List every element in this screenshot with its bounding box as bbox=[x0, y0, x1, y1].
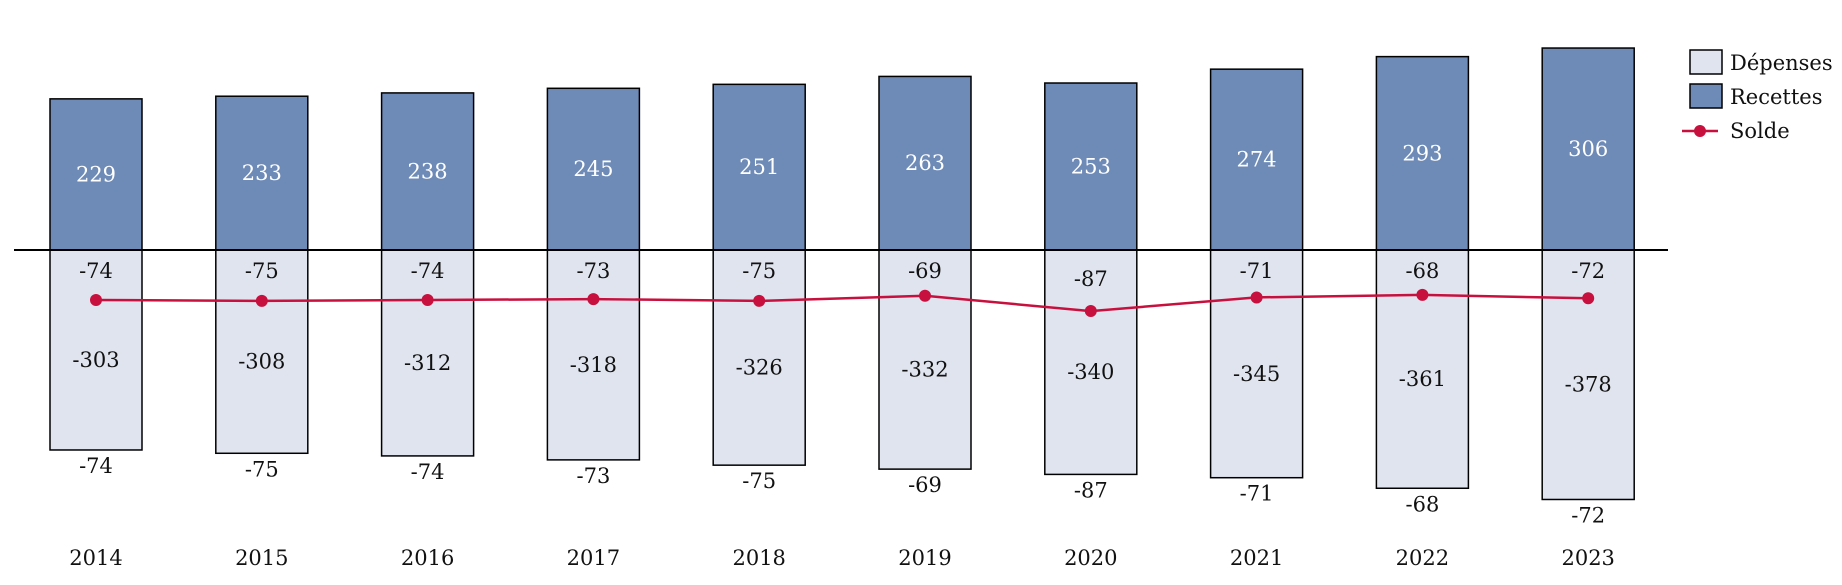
category-label-2019: 2019 bbox=[898, 546, 951, 570]
solde-marker-2018 bbox=[753, 294, 766, 307]
bar-recettes-2014 bbox=[49, 98, 143, 251]
label-solde-bottom-2016: -74 bbox=[411, 460, 445, 484]
label-depenses-2017: -318 bbox=[570, 353, 617, 377]
bar-depenses-2018 bbox=[712, 249, 806, 466]
label-solde-bottom-2021: -71 bbox=[1240, 482, 1274, 506]
category-label-2018: 2018 bbox=[732, 546, 785, 570]
bar-depenses-2019 bbox=[878, 249, 972, 470]
category-label-2020: 2020 bbox=[1064, 546, 1117, 570]
label-solde-top-2020: -87 bbox=[1074, 267, 1108, 291]
bar-recettes-2016 bbox=[380, 92, 475, 251]
category-axis-labels: 2014 2015 2016 2017 2018 2019 2020 2021 2022 2023 bbox=[69, 546, 1615, 570]
legend-label-depenses: Dépenses bbox=[1730, 51, 1833, 75]
category-label-2016: 2016 bbox=[401, 546, 454, 570]
solde-marker-2023 bbox=[1582, 292, 1595, 305]
label-recettes-2019: 263 bbox=[905, 151, 945, 175]
label-depenses-2019: -332 bbox=[901, 358, 948, 382]
solde-series-line bbox=[95, 293, 1589, 313]
solde-series-group bbox=[90, 288, 1595, 318]
label-depenses-2016: -312 bbox=[404, 351, 451, 375]
legend-swatch-recettes bbox=[1689, 83, 1723, 109]
bars-group bbox=[49, 47, 1635, 501]
category-label-2022: 2022 bbox=[1396, 546, 1449, 570]
bar-recettes-2022 bbox=[1375, 55, 1470, 251]
solde-marker-2022 bbox=[1416, 288, 1429, 301]
bar-depenses-2023 bbox=[1541, 249, 1635, 501]
bar-depenses-2016 bbox=[380, 249, 475, 457]
label-recettes-2020: 253 bbox=[1071, 155, 1111, 179]
bar-depenses-2020 bbox=[1044, 249, 1138, 476]
label-solde-top-2014: -74 bbox=[79, 259, 113, 283]
legend-swatch-depenses bbox=[1689, 49, 1723, 75]
bar-recettes-2021 bbox=[1209, 68, 1304, 251]
category-label-2021: 2021 bbox=[1230, 546, 1283, 570]
solde-marker-2016 bbox=[421, 294, 434, 306]
label-solde-bottom-2020: -87 bbox=[1074, 478, 1108, 502]
label-solde-bottom-2018: -75 bbox=[742, 469, 776, 493]
bar-recettes-2017 bbox=[546, 87, 641, 251]
label-recettes-2018: 251 bbox=[739, 155, 779, 179]
label-solde-bottom-2019: -69 bbox=[908, 473, 942, 497]
label-recettes-2014: 229 bbox=[76, 162, 116, 186]
label-recettes-2016: 238 bbox=[408, 159, 448, 183]
bar-depenses-2017 bbox=[546, 249, 641, 461]
legend: Dépenses Recettes Solde bbox=[1682, 49, 1833, 143]
label-depenses-2020: -340 bbox=[1067, 360, 1114, 384]
label-solde-bottom-2022: -68 bbox=[1405, 492, 1439, 516]
solde-marker-2017 bbox=[587, 293, 600, 306]
label-recettes-2017: 245 bbox=[573, 157, 613, 181]
label-depenses-2022: -361 bbox=[1399, 367, 1446, 391]
solde-marker-2014 bbox=[90, 294, 102, 306]
category-label-2017: 2017 bbox=[567, 546, 620, 570]
label-solde-top-2015: -75 bbox=[245, 259, 279, 283]
label-solde-top-2022: -68 bbox=[1405, 259, 1439, 283]
label-solde-bottom-2017: -73 bbox=[576, 464, 610, 488]
label-solde-top-2019: -69 bbox=[908, 259, 942, 283]
legend-label-recettes: Recettes bbox=[1730, 85, 1823, 109]
label-solde-top-2021: -71 bbox=[1240, 259, 1274, 283]
bar-depenses-2021 bbox=[1209, 249, 1304, 479]
label-recettes-2021: 274 bbox=[1237, 148, 1277, 172]
label-solde-bottom-2023: -72 bbox=[1571, 503, 1605, 527]
label-solde-top-2016: -74 bbox=[411, 259, 445, 283]
category-label-2023: 2023 bbox=[1561, 546, 1614, 570]
legend-swatch-solde-marker bbox=[1694, 125, 1706, 137]
label-depenses-2023: -378 bbox=[1565, 373, 1612, 397]
legend-label-solde: Solde bbox=[1730, 119, 1790, 143]
bar-recettes-2020 bbox=[1044, 82, 1138, 251]
label-solde-top-2023: -72 bbox=[1571, 259, 1605, 283]
bar-recettes-2015 bbox=[215, 95, 309, 251]
label-depenses-2014: -303 bbox=[72, 348, 119, 372]
category-label-2015: 2015 bbox=[235, 546, 288, 570]
solde-marker-2019 bbox=[919, 289, 931, 302]
label-solde-top-2017: -73 bbox=[576, 259, 610, 283]
label-recettes-2023: 306 bbox=[1568, 137, 1608, 161]
label-solde-bottom-2015: -75 bbox=[245, 457, 279, 481]
bar-recettes-2019 bbox=[878, 75, 972, 251]
label-solde-bottom-2014: -74 bbox=[79, 454, 113, 478]
labels-group: 229 -303 -74 -74 233 -308 -75 -75 238 -312 -74 -74 2… bbox=[72, 137, 1611, 527]
bar-recettes-2018 bbox=[712, 83, 806, 251]
label-recettes-2015: 233 bbox=[242, 161, 282, 185]
bar-recettes-2023 bbox=[1541, 47, 1635, 251]
bar-depenses-2014 bbox=[49, 249, 143, 451]
label-solde-top-2018: -75 bbox=[742, 259, 776, 283]
solde-marker-2021 bbox=[1250, 291, 1263, 304]
label-depenses-2018: -326 bbox=[736, 356, 783, 380]
solde-marker-2015 bbox=[255, 294, 268, 307]
solde-marker-2020 bbox=[1084, 305, 1097, 318]
category-label-2014: 2014 bbox=[69, 546, 122, 570]
label-depenses-2021: -345 bbox=[1233, 362, 1280, 386]
label-depenses-2015: -308 bbox=[238, 350, 285, 374]
label-recettes-2022: 293 bbox=[1402, 141, 1442, 165]
